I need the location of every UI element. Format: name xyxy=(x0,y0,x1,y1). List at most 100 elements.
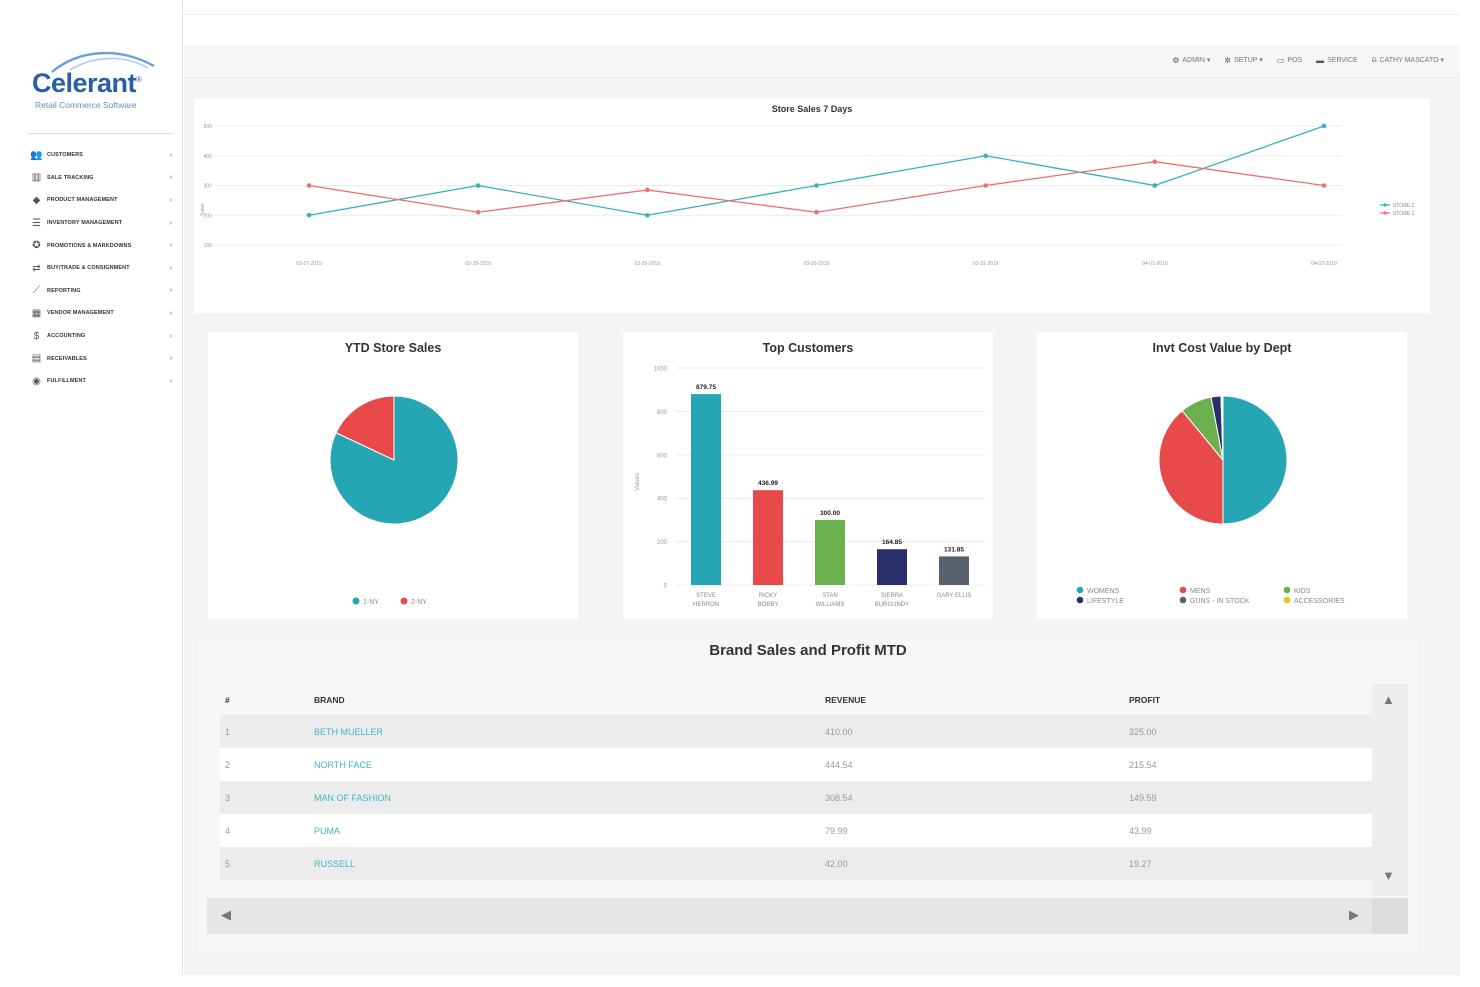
header-menu-label: ADMIN ▾ xyxy=(1182,57,1211,64)
chevron-right-icon: › xyxy=(169,219,172,227)
celerant-logo[interactable]: Celerant® Retail Commerce Software xyxy=(28,48,163,118)
legend-marker xyxy=(1283,586,1291,594)
header-menu-item[interactable]: ▬ SERVICE xyxy=(1316,55,1358,65)
brand-link[interactable]: MAN OF FASHION xyxy=(314,792,392,803)
y-tick-label: 500 xyxy=(204,124,213,130)
sidebar-item-receivables[interactable]: ▤ RECEIVABLES › xyxy=(30,347,172,370)
chevron-right-icon: › xyxy=(169,287,172,295)
header-menu-label: POS xyxy=(1287,56,1303,64)
legend-marker xyxy=(1076,596,1084,604)
ytd-pie-chart: 1-NY 2-NY xyxy=(329,395,459,606)
sidebar-item-promotions-markdowns[interactable]: ✪ PROMOTIONS & MARKDOWNS › xyxy=(30,234,172,257)
brand-table-title: Brand Sales and Profit MTD xyxy=(709,642,907,659)
table-row[interactable]: 4 PUMA 79.99 43.99 xyxy=(220,814,1372,847)
vertical-scrollbar[interactable]: ▲ ▼ xyxy=(1372,684,1408,896)
y-tick-label: 400 xyxy=(204,154,213,160)
chart-bars-icon: ▥ xyxy=(31,172,42,184)
sidebar-item-reporting[interactable]: ⟋ REPORTING › xyxy=(30,280,172,303)
revenue-cell: 79.99 xyxy=(825,825,848,836)
row-index: 5 xyxy=(225,858,231,869)
table-row[interactable]: 2 NORTH FACE 444.54 215.54 xyxy=(220,748,1372,781)
invt-chart-title: Invt Cost Value by Dept xyxy=(1152,341,1292,355)
top-divider xyxy=(0,14,1460,15)
brand-sales-table: # BRAND REVENUE PROFIT 1 BETH MUELLER 410.00 32… xyxy=(220,684,1372,880)
legend-marker xyxy=(1179,586,1187,594)
table-row[interactable]: 1 BETH MUELLER 410.00 325.00 xyxy=(220,715,1372,748)
data-point xyxy=(645,187,650,193)
brand-link[interactable]: PUMA xyxy=(314,825,341,836)
x-tick-label: STEVE xyxy=(696,593,716,599)
table-row[interactable]: 3 MAN OF FASHION 308.54 149.59 xyxy=(220,781,1372,814)
brand-link[interactable]: NORTH FACE xyxy=(314,759,372,770)
scrollbar-corner xyxy=(1372,898,1408,934)
scroll-left-icon[interactable]: ◀ xyxy=(221,907,231,922)
sidebar-item-product-management[interactable]: ◆ PRODUCT MANAGEMENT › xyxy=(30,189,172,212)
sidebar-item-fulfillment[interactable]: ◉ FULFILLMENT › xyxy=(30,370,172,393)
x-tick-label: GARY ELLIS xyxy=(937,593,972,599)
header-menu-item[interactable]: ⍝ CATHY MASCATO ▾ xyxy=(1372,55,1444,65)
row-index: 1 xyxy=(225,726,231,737)
header-menu-item[interactable]: ▭ POS xyxy=(1277,55,1302,65)
legend-label: KIDS xyxy=(1294,588,1311,595)
data-point xyxy=(306,212,312,218)
y-tick-label: 200 xyxy=(657,540,668,546)
header-menu-item[interactable]: ✲ SETUP ▾ xyxy=(1224,55,1262,65)
column-header[interactable]: REVENUE xyxy=(825,694,867,705)
list-icon: ☰ xyxy=(32,217,41,229)
sidebar-item-sale-tracking[interactable]: ▥ SALE TRACKING › xyxy=(30,167,172,190)
top-customers-bar-chart: 0 200 400 600 800 1000 Values 879.75 STEVE HERRON… xyxy=(635,367,985,608)
column-header[interactable]: # xyxy=(225,694,230,705)
y-tick-label: 100 xyxy=(204,243,213,249)
table-row[interactable]: 5 RUSSELL 42.00 19.27 xyxy=(220,847,1372,880)
x-tick-label: 03-27-2019 xyxy=(296,261,322,267)
legend-label: STORE 1 xyxy=(1393,211,1415,217)
scroll-down-icon[interactable]: ▼ xyxy=(1382,868,1395,883)
sidebar-item-buy-trade-consignment[interactable]: ⇄ BUY/TRADE & CONSIGNMENT › xyxy=(30,257,172,280)
scroll-up-icon[interactable]: ▲ xyxy=(1382,692,1395,707)
sidebar-item-inventory-management[interactable]: ☰ INVENTORY MANAGEMENT › xyxy=(30,212,172,235)
legend-marker xyxy=(400,597,408,605)
dollar-icon: $ xyxy=(33,330,40,342)
brand-link[interactable]: RUSSELL xyxy=(314,858,356,869)
profit-cell: 215.54 xyxy=(1129,759,1157,770)
sidebar-item-accounting[interactable]: $ ACCOUNTING › xyxy=(30,325,172,348)
horizontal-scrollbar[interactable]: ◀ ▶ xyxy=(207,898,1372,934)
sidebar-item-label: PROMOTIONS & MARKDOWNS xyxy=(47,242,132,249)
legend-label: STORE 2 xyxy=(1393,203,1415,209)
sidebar-item-label: VENDOR MANAGEMENT xyxy=(47,310,114,317)
scroll-right-icon[interactable]: ▶ xyxy=(1349,907,1359,922)
data-point xyxy=(645,212,650,218)
chevron-right-icon: › xyxy=(169,174,172,182)
data-point xyxy=(983,183,988,188)
sidebar-item-vendor-management[interactable]: ▦ VENDOR MANAGEMENT › xyxy=(30,302,172,325)
invt-pie-chart: WOMENS MENS KIDS LIFESTYLE GUNS - IN STOCK AC… xyxy=(1076,395,1345,605)
x-tick-label: WILLIAMS xyxy=(816,602,845,608)
sidebar-nav: 👥 CUSTOMERS › ▥ SALE TRACKING › ◆ PRODUCT … xyxy=(30,144,172,393)
user-icon: ⍝ xyxy=(1371,55,1377,64)
brand-link[interactable]: BETH MUELLER xyxy=(314,726,384,737)
tag-icon: ◆ xyxy=(32,194,41,206)
sidebar: Celerant® Retail Commerce Software 👥 CUS… xyxy=(0,0,183,975)
bar-value-label: 131.85 xyxy=(944,546,964,553)
legend-marker xyxy=(1283,596,1291,604)
pie-slice xyxy=(1158,409,1224,525)
chevron-right-icon: › xyxy=(169,377,172,385)
bar xyxy=(877,549,907,585)
sidebar-item-customers[interactable]: 👥 CUSTOMERS › xyxy=(30,144,172,167)
store-sales-line-chart: 100 200 300 400 500 Sales 03-27-2019 03-28-2019… xyxy=(200,123,1415,267)
header-menu-item[interactable]: ⚙ ADMIN ▾ xyxy=(1172,55,1210,65)
gear-icon: ✲ xyxy=(1224,55,1232,65)
legend-label: WOMENS xyxy=(1087,588,1120,595)
globe-icon: ◉ xyxy=(32,375,41,387)
data-point xyxy=(475,183,481,188)
sidebar-item-label: FULFILLMENT xyxy=(47,378,86,385)
legend-marker xyxy=(1383,211,1387,215)
row-index: 3 xyxy=(225,792,231,803)
revenue-cell: 444.54 xyxy=(825,759,853,770)
x-tick-label: 04-01-2019 xyxy=(1142,261,1168,267)
header-menu-label: SETUP ▾ xyxy=(1234,57,1263,64)
column-header[interactable]: PROFIT xyxy=(1129,694,1161,705)
x-tick-label: 03-28-2019 xyxy=(465,261,491,267)
column-header[interactable]: BRAND xyxy=(314,694,345,705)
y-axis-label: Values xyxy=(635,473,641,491)
